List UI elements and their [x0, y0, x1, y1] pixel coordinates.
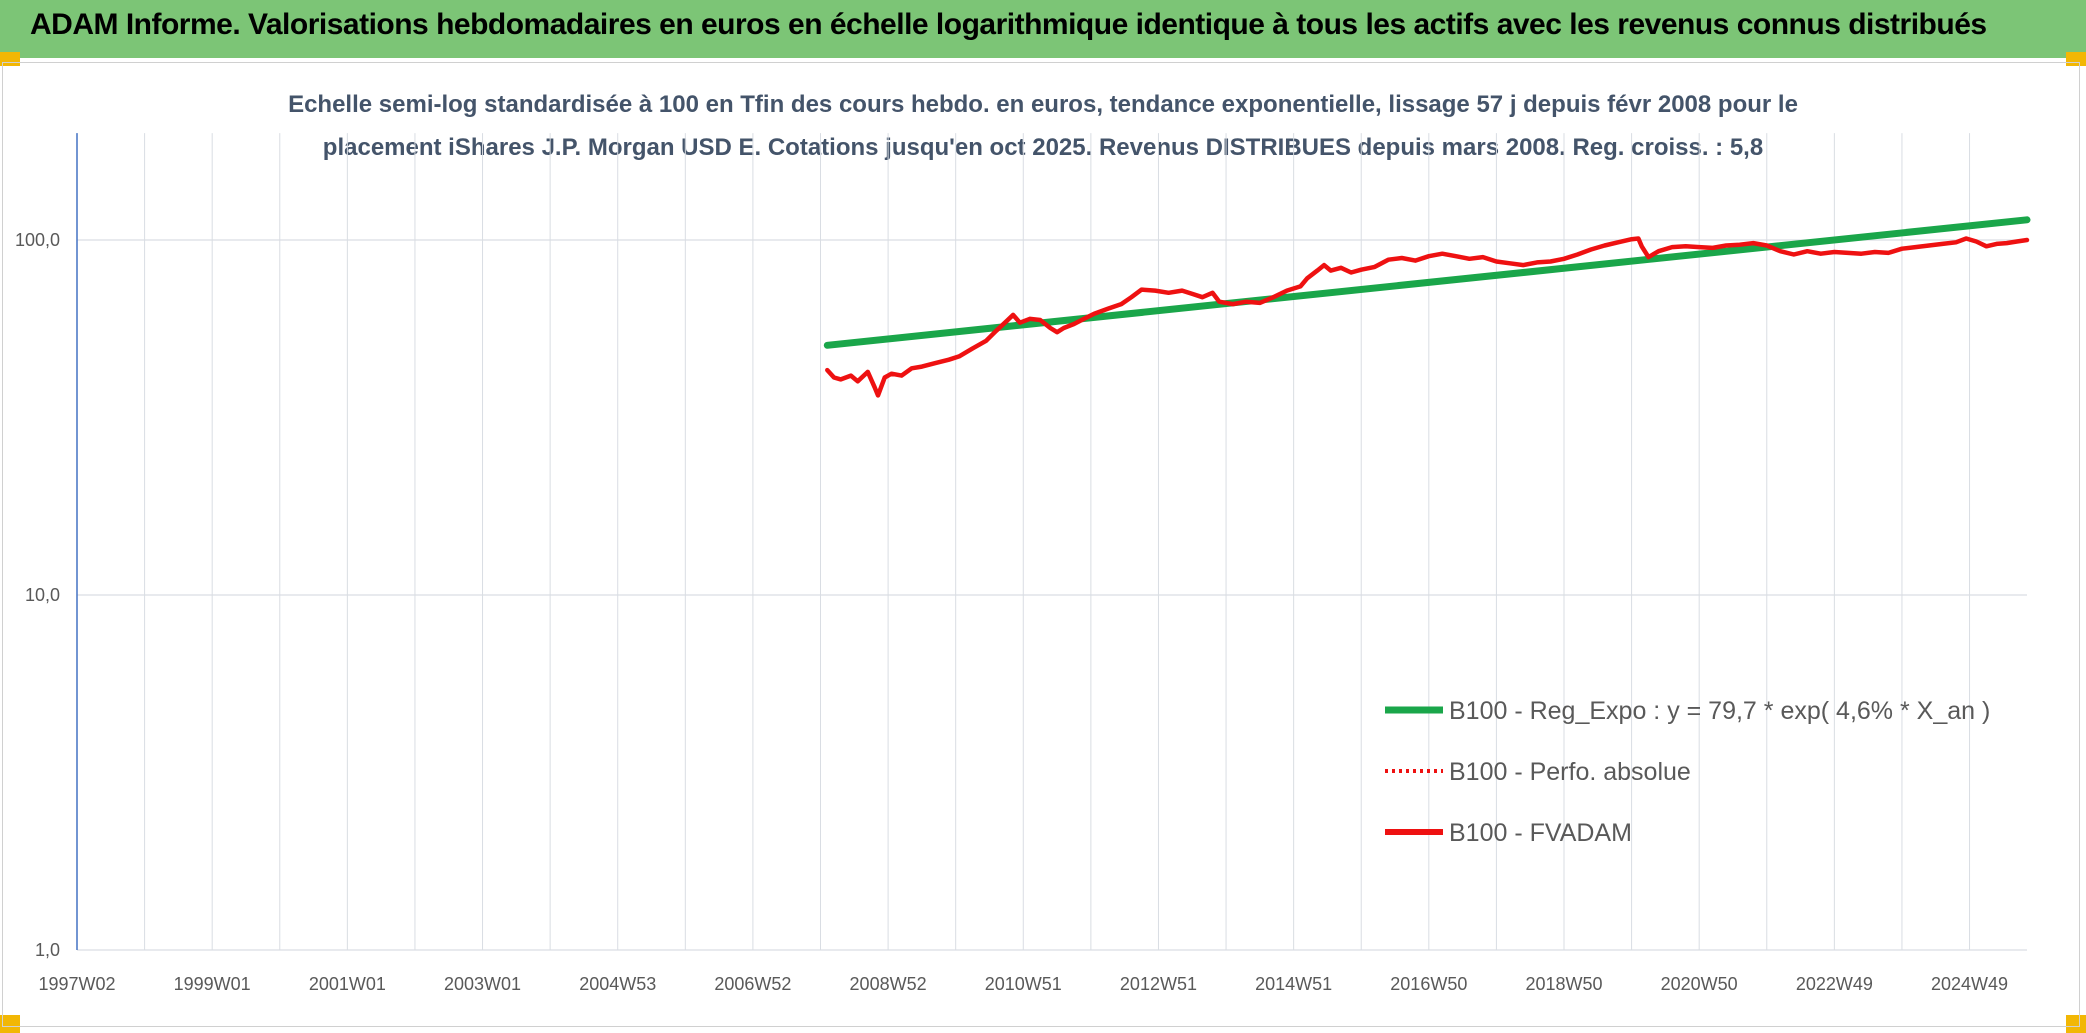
- x-tick-label: 2004W53: [579, 974, 656, 994]
- chart-legend: B100 - Reg_Expo : y = 79,7 * exp( 4,6% *…: [1385, 697, 1990, 847]
- y-tick-label: 10,0: [25, 585, 60, 605]
- series-line-2: [825, 236, 2030, 398]
- x-tick-label: 2020W50: [1661, 974, 1738, 994]
- series-layer: [823, 216, 2031, 398]
- x-tick-label: 2018W50: [1525, 974, 1602, 994]
- legend-label-1: B100 - Perfo. absolue: [1449, 758, 1691, 786]
- axis-layer: 100,0 10,0 1,0 1997W02 1999W01 2001W01 2003W01…: [15, 133, 2008, 994]
- series-line-0: [823, 216, 2031, 349]
- x-tick-label: 1999W01: [174, 974, 251, 994]
- chart-subtitle-line-1: Echelle semi-log standardisée à 100 en T…: [288, 91, 1798, 118]
- x-tick-label: 2010W51: [985, 974, 1062, 994]
- x-tick-label: 2022W49: [1796, 974, 1873, 994]
- x-tick-label: 2014W51: [1255, 974, 1332, 994]
- x-tick-label: 2016W50: [1390, 974, 1467, 994]
- x-tick-label: 2024W49: [1931, 974, 2008, 994]
- y-tick-label: 100,0: [15, 230, 60, 250]
- header-bar: ADAM Informe. Valorisations hebdomadaire…: [0, 0, 2086, 58]
- chart-subtitle-line-2: placement iShares J.P. Morgan USD E. Cot…: [322, 134, 1764, 161]
- x-tick-label: 1997W02: [38, 974, 115, 994]
- legend-label-0: B100 - Reg_Expo : y = 79,7 * exp( 4,6% *…: [1449, 697, 1990, 725]
- x-tick-label: 2006W52: [714, 974, 791, 994]
- page-title: ADAM Informe. Valorisations hebdomadaire…: [30, 8, 1987, 41]
- corner-marker-bottom-right: [2066, 1015, 2086, 1033]
- chart-frame: [2, 62, 2080, 1027]
- x-tick-label: 2001W01: [309, 974, 386, 994]
- x-tick-label: 2012W51: [1120, 974, 1197, 994]
- x-tick-label: 2003W01: [444, 974, 521, 994]
- grid-layer: [76, 133, 2027, 951]
- corner-marker-bottom-left: [0, 1015, 20, 1033]
- x-tick-label: 2008W52: [850, 974, 927, 994]
- y-tick-label: 1,0: [35, 940, 60, 960]
- legend-label-2: B100 - FVADAM: [1449, 819, 1632, 847]
